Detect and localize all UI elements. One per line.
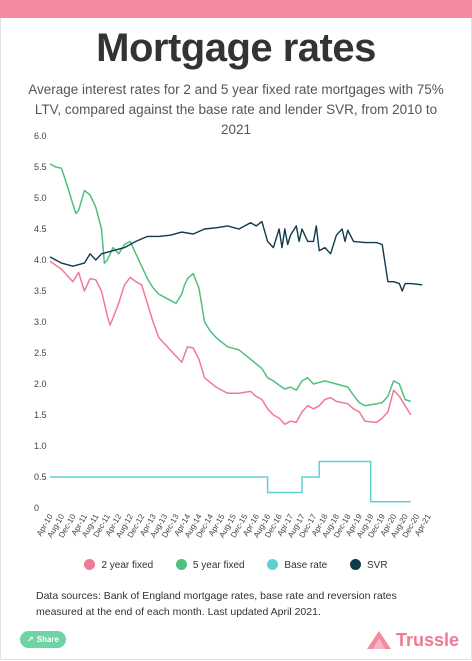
y-tick-label: 0.5 — [34, 472, 47, 482]
page-subtitle: Average interest rates for 2 and 5 year … — [28, 82, 444, 137]
page-title: Mortgage rates — [96, 26, 376, 70]
y-tick-label: 5.5 — [34, 162, 47, 172]
y-tick-label: 3.5 — [34, 286, 47, 296]
y-tick-label: 2.0 — [34, 379, 47, 389]
series-line-two-year — [49, 260, 412, 426]
y-tick-label: 6.0 — [34, 131, 47, 141]
legend-swatch-svr — [350, 559, 361, 570]
share-label: Share — [36, 635, 59, 644]
y-tick-label: 4.5 — [34, 224, 47, 234]
trussle-logo: Trussle — [366, 628, 459, 652]
y-tick-label: 0 — [34, 503, 39, 513]
y-tick-label: 5.0 — [34, 193, 47, 203]
share-button[interactable]: ↗ Share — [20, 631, 66, 648]
series-lines — [49, 163, 423, 503]
y-tick-label: 4.0 — [34, 255, 47, 265]
legend-item-five-year: 5 year fixed — [175, 559, 245, 571]
legend-swatch-five-year — [175, 559, 187, 570]
legend-swatch-two-year — [84, 559, 96, 570]
share-icon: ↗ — [27, 635, 34, 644]
y-tick-label: 3.0 — [34, 317, 47, 327]
y-tick-label: 1.5 — [34, 410, 47, 420]
legend-label-five-year: 5 year fixed — [192, 560, 245, 571]
legend-label-two-year: 2 year fixed — [101, 560, 154, 571]
legend-item-base-rate: Base rate — [267, 559, 327, 571]
series-line-svr — [49, 220, 423, 292]
top-accent-bar — [0, 0, 472, 18]
legend-label-svr: SVR — [367, 560, 388, 571]
trussle-logo-icon — [367, 631, 391, 649]
legend-item-svr: SVR — [350, 559, 388, 571]
legend-swatch-base-rate — [267, 559, 279, 570]
legend-item-two-year: 2 year fixed — [84, 559, 153, 571]
mortgage-rates-chart: 6.0 5.5 5.0 4.5 4.0 3.5 3.0 2.5 2.0 1.5 1.0 0.5 0 Ap… — [34, 131, 433, 539]
y-tick-label: 1.0 — [34, 441, 47, 451]
legend-label-base-rate: Base rate — [284, 560, 328, 571]
series-line-five-year — [49, 163, 412, 407]
x-axis: Apr-10Aug-10Dec-10Apr-11Aug-11Dec-11Apr-… — [35, 512, 433, 539]
data-source-note: Data sources: Bank of England mortgage r… — [36, 590, 397, 618]
series-line-base-rate — [50, 460, 411, 503]
logo-text: Trussle — [396, 629, 460, 650]
y-axis: 6.0 5.5 5.0 4.5 4.0 3.5 3.0 2.5 2.0 1.5 1.0 0.5 0 — [34, 131, 47, 513]
y-tick-label: 2.5 — [34, 348, 47, 358]
chart-legend: 2 year fixed 5 year fixed Base rate SVR — [0, 559, 472, 571]
